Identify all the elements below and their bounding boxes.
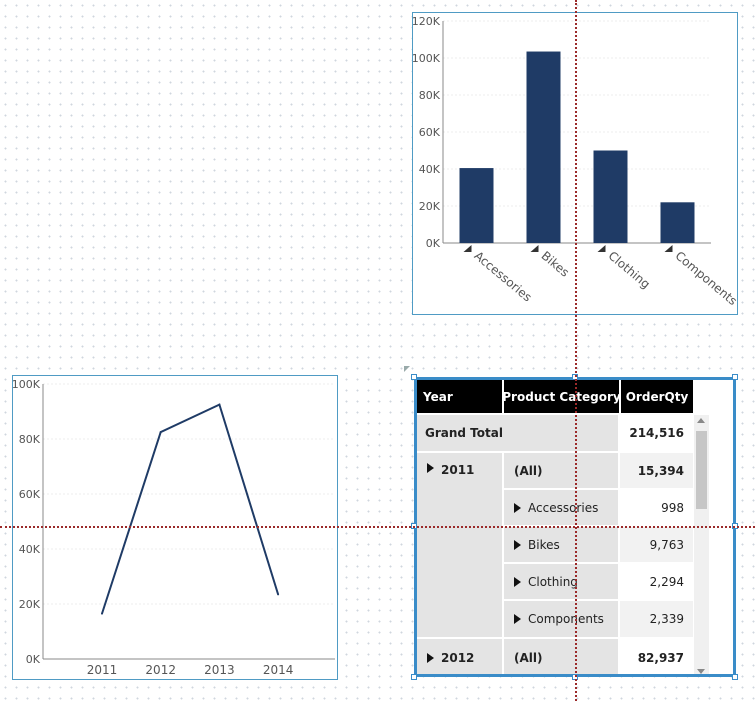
bar-chart: 0K 20K 40K 60K 80K 100K 120K Accessories Bikes Cl…	[412, 15, 740, 309]
line-chart: 0K 20K 40K 60K 80K 100K 2011 2012 2013 2014	[12, 378, 335, 677]
scrollbar-thumb[interactable]	[696, 431, 707, 509]
year-label: 2012	[441, 651, 475, 665]
expand-arrow-icon[interactable]	[514, 576, 521, 587]
y-tick-label: 80K	[19, 433, 41, 446]
sort-triangle-icon	[530, 245, 539, 252]
year-row-2012[interactable]: 2012	[417, 639, 502, 674]
product-category-column-header[interactable]: Product Category	[502, 380, 621, 413]
data-point	[101, 612, 103, 615]
x-tick-label: Components	[673, 249, 737, 309]
y-tick-label: 100K	[13, 378, 41, 391]
resize-handle-top-left[interactable]	[411, 374, 417, 380]
category-row-clothing[interactable]: Clothing	[504, 564, 618, 599]
category-label: Components	[528, 612, 604, 626]
y-tick-label: 20K	[19, 598, 41, 611]
y-tick-label: 40K	[19, 543, 41, 556]
expand-arrow-icon[interactable]	[427, 463, 434, 473]
category-value: 998	[620, 490, 693, 525]
y-tick-label: 0K	[426, 237, 441, 250]
y-tick-label: 100K	[413, 52, 441, 65]
category-label: Accessories	[528, 500, 599, 515]
all-value: 82,937	[620, 639, 693, 674]
drag-corner-icon[interactable]	[404, 366, 410, 372]
x-tick-label: 2013	[204, 663, 235, 677]
category-row-bikes[interactable]: Bikes	[504, 527, 618, 562]
data-point	[277, 593, 280, 596]
sort-triangle-icon	[597, 245, 606, 252]
sort-triangle-icon	[463, 245, 472, 252]
vertical-scrollbar[interactable]	[694, 415, 709, 674]
bar	[593, 150, 628, 243]
resize-handle-bottom-right[interactable]	[732, 674, 738, 680]
x-tick-label: 2011	[87, 663, 118, 677]
y-tick-label: 120K	[413, 15, 441, 28]
y-tick-label: 20K	[419, 200, 441, 213]
scroll-up-icon[interactable]	[697, 418, 705, 423]
x-tick-label: Bikes	[539, 249, 572, 280]
expand-arrow-icon[interactable]	[514, 614, 521, 624]
orderqty-column-header[interactable]: OrderQty	[621, 380, 693, 413]
all-label: (All)	[504, 639, 618, 674]
category-value: 9,763	[620, 527, 693, 562]
bar	[526, 51, 561, 244]
category-label: Bikes	[528, 537, 560, 552]
category-row-components[interactable]: Components	[504, 601, 618, 637]
bar	[459, 168, 494, 243]
sort-triangle-icon	[664, 245, 673, 252]
all-label: (All)	[504, 453, 618, 488]
category-row-accessories[interactable]: Accessories	[504, 490, 618, 525]
resize-handle-top-right[interactable]	[732, 374, 738, 380]
y-tick-label: 60K	[419, 126, 441, 139]
category-value: 2,294	[620, 564, 693, 599]
expand-arrow-icon[interactable]	[427, 653, 434, 663]
series-line	[101, 403, 280, 614]
vertical-alignment-guide	[575, 0, 577, 701]
bar	[660, 202, 695, 243]
all-value: 15,394	[620, 453, 693, 488]
category-label: Clothing	[528, 574, 578, 589]
expand-arrow-icon[interactable]	[514, 539, 521, 550]
year-column-header[interactable]: Year	[417, 380, 502, 413]
x-tick-label: Accessories	[472, 249, 535, 305]
x-tick-label: 2014	[263, 663, 294, 677]
x-tick-label: 2012	[145, 663, 176, 677]
data-point	[218, 403, 221, 406]
y-tick-label: 0K	[26, 653, 41, 666]
year-row-2011[interactable]: 2011	[417, 453, 502, 637]
expand-arrow-icon[interactable]	[514, 502, 521, 513]
resize-handle-bottom-left[interactable]	[411, 674, 417, 680]
category-value: 2,339	[620, 601, 693, 637]
data-point	[159, 431, 162, 434]
horizontal-alignment-guide	[0, 526, 755, 528]
grand-total-label: Grand Total	[417, 415, 618, 451]
grand-total-value: 214,516	[620, 415, 693, 451]
y-tick-label: 60K	[19, 488, 41, 501]
y-tick-label: 40K	[419, 163, 441, 176]
y-tick-label: 80K	[419, 89, 441, 102]
year-label: 2011	[441, 463, 475, 477]
x-tick-label: Clothing	[606, 249, 653, 292]
scroll-down-icon[interactable]	[697, 669, 705, 674]
